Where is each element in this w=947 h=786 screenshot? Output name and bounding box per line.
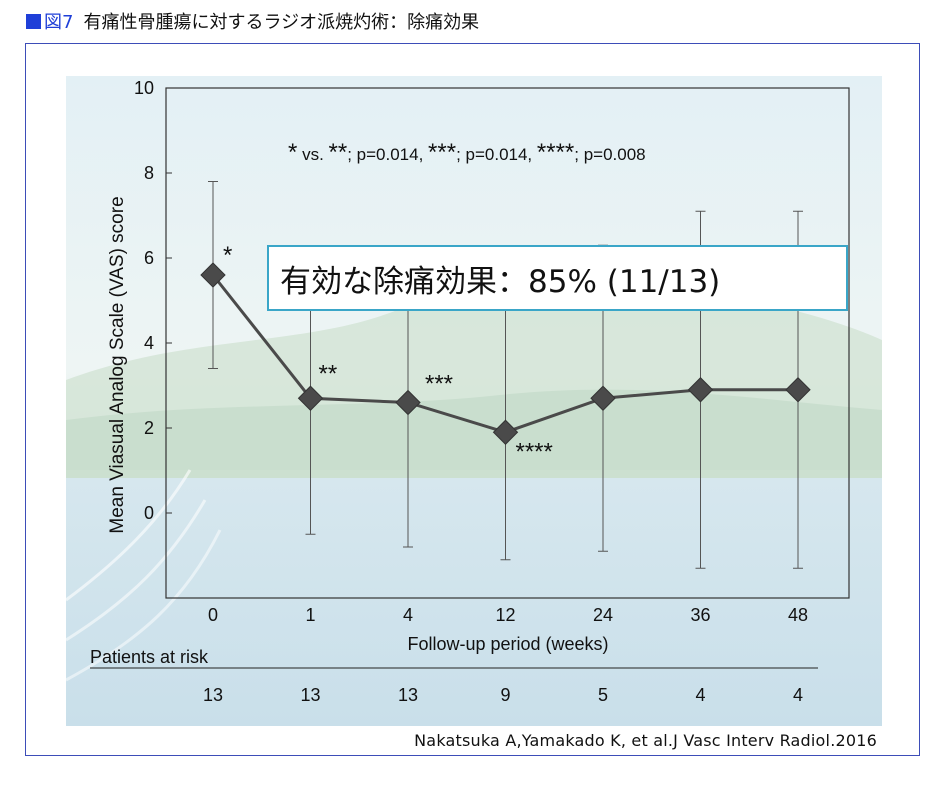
significance-text: ; p=0.014,: [347, 145, 428, 164]
significance-text: vs.: [297, 145, 328, 164]
significance-marker: *: [288, 139, 297, 166]
y-tick-label: 10: [134, 78, 154, 98]
y-tick-label: 2: [144, 418, 154, 438]
x-tick-label: 48: [788, 605, 808, 625]
y-axis-label: Mean Viasual Analog Scale (VAS) score: [107, 196, 128, 533]
callout-box: 有効な除痛効果：85% (11/13): [267, 245, 848, 311]
data-point-diamond: [590, 385, 616, 411]
x-tick-label: 0: [208, 605, 218, 625]
y-axis-ticks: 0 2 4 6 8 10: [134, 78, 172, 523]
blue-square-icon: [26, 14, 41, 29]
risk-count: 5: [598, 685, 608, 705]
y-tick-label: 6: [144, 248, 154, 268]
data-point-diamond: [687, 377, 714, 403]
citation: Nakatsuka A,Yamakado K, et al.J Vasc Int…: [414, 731, 877, 750]
x-tick-label: 24: [593, 605, 613, 625]
significance-marker: ****: [537, 139, 574, 166]
risk-count: 13: [203, 685, 223, 705]
point-asterisk: *: [223, 242, 232, 269]
y-tick-label: 4: [144, 333, 154, 353]
data-point-diamond: [785, 377, 811, 403]
point-annotations: *** *******: [223, 242, 553, 465]
figure-frame: [25, 43, 920, 756]
data-point-diamond: [492, 419, 519, 445]
x-tick-label: 1: [305, 605, 315, 625]
background-photo: [65, 76, 882, 726]
significance-marker: ***: [428, 139, 456, 166]
figure-number: 図7: [44, 12, 74, 33]
significance-text: ; p=0.014,: [456, 145, 537, 164]
x-tick-label: 36: [690, 605, 710, 625]
point-asterisk: ****: [516, 438, 553, 465]
x-axis-label: Follow-up period (weeks): [407, 634, 608, 654]
significance-note: * vs. **; p=0.014, ***; p=0.014, ****; p…: [288, 139, 646, 166]
risk-count: 9: [500, 685, 510, 705]
y-tick-label: 0: [144, 503, 154, 523]
significance-text: ; p=0.008: [574, 145, 645, 164]
x-axis-ticks: 0 1 4 12 24 36 48: [208, 605, 808, 625]
point-asterisk: **: [319, 360, 338, 387]
data-point-diamond: [200, 262, 226, 288]
callout-text: 有効な除痛効果：85% (11/13): [280, 264, 720, 300]
point-asterisk: ***: [425, 371, 453, 398]
significance-marker: **: [329, 139, 348, 166]
x-tick-label: 12: [495, 605, 515, 625]
risk-count: 13: [398, 685, 418, 705]
risk-count: 13: [300, 685, 320, 705]
data-point-diamond: [297, 385, 324, 411]
series-markers: [200, 262, 811, 445]
figure-title: 図7 有痛性骨腫瘍に対するラジオ派焼灼術：除痛効果: [26, 12, 479, 34]
patients-at-risk-label: Patients at risk: [90, 647, 209, 667]
data-point-diamond: [395, 389, 421, 416]
x-tick-label: 4: [403, 605, 413, 625]
y-tick-label: 8: [144, 163, 154, 183]
figure-heading: 有痛性骨腫瘍に対するラジオ派焼灼術：除痛効果: [83, 12, 480, 33]
risk-count: 4: [793, 685, 803, 705]
risk-table-values: 13 13 13 9 5 4 4: [203, 685, 803, 705]
risk-count: 4: [695, 685, 705, 705]
